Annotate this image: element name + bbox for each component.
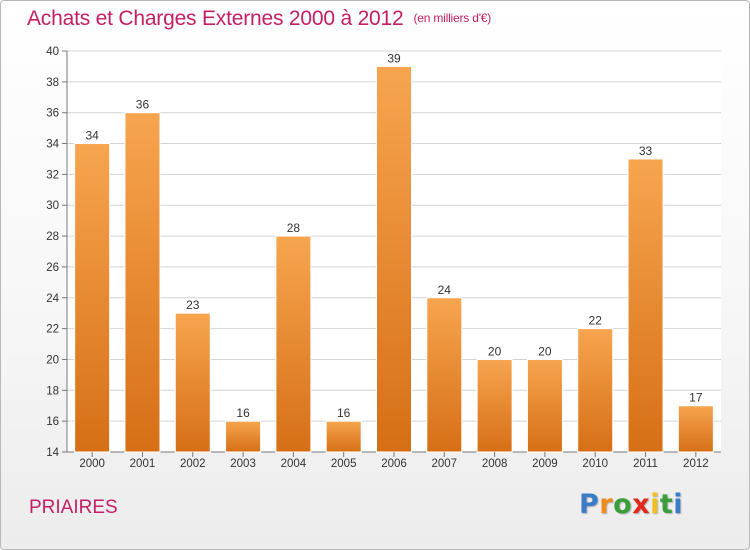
x-tick-label-2000: 2000 <box>79 458 105 470</box>
bar-2003 <box>225 420 262 453</box>
y-tick-label: 32 <box>46 169 59 181</box>
x-tick-label-2008: 2008 <box>482 458 508 470</box>
x-tick-label-2007: 2007 <box>432 458 458 470</box>
x-tick-label-2003: 2003 <box>230 458 256 470</box>
bar-2007 <box>426 297 463 453</box>
x-tick-label-2006: 2006 <box>381 458 407 470</box>
x-tick-label-2009: 2009 <box>532 458 558 470</box>
data-label-2006: 39 <box>387 51 401 65</box>
data-label-2007: 24 <box>438 283 452 297</box>
logo-letter: i <box>673 489 684 520</box>
bar-2005 <box>325 420 362 453</box>
bar-2010 <box>577 328 614 453</box>
y-tick-label: 38 <box>46 77 59 89</box>
y-tick-label: 18 <box>46 385 59 397</box>
data-label-2004: 28 <box>287 221 301 235</box>
place-name: PRIAIRES <box>29 497 118 518</box>
chart-title-text: Achats et Charges Externes 2000 à 2012 <box>27 7 404 30</box>
bar-2004 <box>275 235 312 453</box>
bar-2009 <box>526 358 563 453</box>
logo-letter: t <box>659 489 674 520</box>
logo-letter: o <box>613 489 633 520</box>
bar-2008 <box>476 358 513 453</box>
y-tick-label: 40 <box>46 46 59 58</box>
x-tick-label-2011: 2011 <box>633 458 658 470</box>
proxiti-logo: Proxiti <box>579 489 683 520</box>
bar-2006 <box>376 65 412 453</box>
y-tick-label: 14 <box>46 447 59 459</box>
logo-letter: i <box>650 489 660 520</box>
y-tick-label: 22 <box>46 324 59 336</box>
data-label-2009: 20 <box>538 344 552 358</box>
data-label-2008: 20 <box>488 344 502 358</box>
bar-2011 <box>627 158 664 453</box>
x-tick-label-2001: 2001 <box>130 458 156 470</box>
bar-2002 <box>174 312 211 453</box>
y-tick-label: 36 <box>46 108 59 120</box>
x-tick-label-2010: 2010 <box>582 458 608 470</box>
x-tick-label-2004: 2004 <box>281 458 307 470</box>
logo-letter: P <box>579 489 600 520</box>
y-tick-label: 30 <box>46 200 59 212</box>
x-tick-label-2002: 2002 <box>180 458 206 470</box>
data-label-2005: 16 <box>337 406 351 420</box>
logo-letter: r <box>599 489 614 520</box>
data-label-2011: 33 <box>639 144 653 158</box>
x-tick-label-2005: 2005 <box>331 458 357 470</box>
y-tick-label: 16 <box>46 416 59 428</box>
data-label-2001: 36 <box>136 98 150 112</box>
chart-title: Achats et Charges Externes 2000 à 2012 (e… <box>27 7 491 31</box>
y-tick-label: 34 <box>46 139 59 151</box>
data-label-2002: 23 <box>186 298 200 312</box>
data-label-2012: 17 <box>689 391 703 405</box>
y-tick-label: 20 <box>46 354 59 366</box>
data-label-2000: 34 <box>85 129 99 143</box>
data-label-2010: 22 <box>589 314 603 328</box>
chart-subtitle: (en milliers d'€) <box>413 11 492 25</box>
logo-letter: x <box>632 489 651 520</box>
bar-2000 <box>74 143 111 453</box>
y-tick-label: 28 <box>46 231 59 243</box>
bar-2001 <box>124 112 161 453</box>
data-label-2003: 16 <box>236 406 250 420</box>
x-tick-label-2012: 2012 <box>683 458 709 470</box>
bar-2012 <box>677 405 714 453</box>
y-tick-label: 26 <box>46 262 59 274</box>
y-tick-label: 24 <box>46 293 59 305</box>
